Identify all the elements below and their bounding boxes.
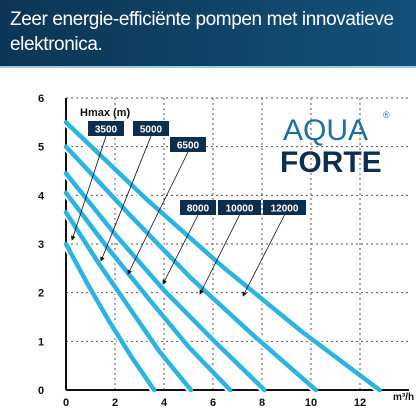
- x-tick-label: 6: [210, 397, 216, 408]
- label-box: [263, 200, 306, 215]
- label-box: [170, 137, 206, 152]
- curve: [63, 171, 267, 393]
- y-tick-label: 3: [38, 239, 44, 251]
- logo-bottom: FORTE: [280, 146, 382, 179]
- x-tick-label: 10: [305, 397, 317, 408]
- y-tick-label: 5: [38, 142, 44, 154]
- legend-label: 3500: [95, 125, 118, 136]
- legend-label: 10000: [226, 204, 254, 215]
- label-arrow: [199, 214, 240, 295]
- x-tick-label: 12: [354, 397, 366, 408]
- y-tick-label: 1: [38, 336, 44, 348]
- y-tick-label: 0: [38, 385, 44, 397]
- x-tick-label: 4: [161, 397, 168, 408]
- x-tick-label: 0: [63, 397, 69, 408]
- label-box: [88, 121, 124, 136]
- legend-label: 12000: [271, 204, 299, 215]
- y-tick-label: 4: [38, 190, 45, 202]
- logo-mark: ®: [383, 110, 390, 120]
- y-axis-label: Hmax (m): [80, 107, 130, 119]
- x-axis-label: m³/h: [393, 392, 414, 403]
- label-arrow: [162, 214, 199, 285]
- x-tick-label: 2: [112, 397, 118, 408]
- label-arrow: [70, 135, 107, 241]
- label-arrow: [100, 135, 152, 262]
- curve: [63, 120, 382, 393]
- label-box: [218, 200, 261, 215]
- header: Zeer energie-efficiënte pompen met innov…: [0, 0, 416, 68]
- y-tick-label: 6: [38, 93, 44, 105]
- curve: [63, 144, 319, 393]
- label-arrow: [127, 151, 189, 275]
- label-arrow: [242, 214, 285, 297]
- header-title: Zeer energie-efficiënte pompen met innov…: [10, 9, 394, 55]
- legend-label: 5000: [140, 125, 163, 136]
- curve: [63, 190, 233, 393]
- logo-top: AQUA: [283, 114, 368, 147]
- curve: [63, 241, 157, 393]
- label-box: [180, 200, 216, 215]
- curve: [63, 210, 194, 393]
- label-box: [133, 121, 169, 136]
- x-tick-label: 8: [259, 397, 265, 408]
- legend-label: 6500: [177, 141, 200, 152]
- y-tick-label: 2: [38, 288, 44, 300]
- legend-label: 8000: [187, 204, 210, 215]
